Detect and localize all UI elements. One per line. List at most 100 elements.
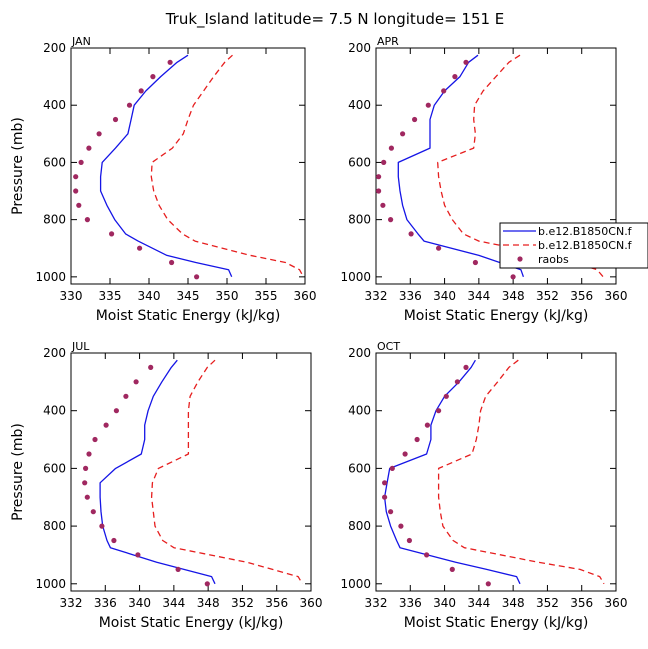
raobs-point <box>86 451 92 457</box>
x-tick-label: 360 <box>300 596 323 610</box>
raobs-point <box>73 188 79 194</box>
raobs-point <box>113 408 119 414</box>
x-tick-label: 360 <box>605 596 628 610</box>
raobs-point <box>169 259 175 266</box>
raobs-point <box>388 145 394 151</box>
x-tick-label: 340 <box>433 289 456 303</box>
raobs-point <box>111 537 117 544</box>
y-tick-label: 800 <box>348 519 371 533</box>
raobs-point <box>99 523 105 529</box>
x-axis-label: Moist Static Energy (kJ/kg) <box>96 308 281 324</box>
y-tick-label: 1000 <box>35 270 66 284</box>
y-tick-label: 400 <box>43 404 66 418</box>
raobs-point <box>424 552 430 558</box>
x-tick-label: 332 <box>365 289 388 303</box>
y-tick-label: 400 <box>348 98 371 112</box>
raobs-point <box>452 74 458 80</box>
x-tick-label: 352 <box>536 289 559 303</box>
series-group <box>82 359 303 587</box>
x-tick-label: 344 <box>467 596 490 610</box>
series-line-solid <box>99 359 216 585</box>
series-line-dashed <box>150 54 304 278</box>
legend-label: raobs <box>538 253 569 266</box>
x-tick-label: 355 <box>255 289 278 303</box>
raobs-point <box>382 480 388 486</box>
y-tick-label: 400 <box>348 404 371 418</box>
raobs-point <box>463 59 469 65</box>
raobs-point <box>376 174 382 180</box>
raobs-point <box>83 465 89 471</box>
x-tick-label: 340 <box>138 289 161 303</box>
raobs-point <box>472 259 478 266</box>
raobs-point <box>194 274 200 280</box>
raobs-point <box>424 422 430 428</box>
raobs-point <box>86 145 92 151</box>
panel-title: JAN <box>71 35 91 48</box>
raobs-point <box>425 102 431 108</box>
raobs-point <box>112 116 119 123</box>
y-tick-label: 600 <box>43 155 66 169</box>
x-tick-label: 356 <box>570 596 593 610</box>
raobs-point <box>382 494 388 500</box>
raobs-point <box>78 159 84 165</box>
raobs-point <box>412 116 418 123</box>
y-tick-label: 400 <box>43 98 66 112</box>
raobs-point <box>408 231 414 237</box>
x-tick-label: 345 <box>177 289 200 303</box>
raobs-point <box>90 509 96 515</box>
raobs-point <box>167 59 173 65</box>
raobs-point <box>389 465 395 471</box>
x-tick-label: 348 <box>197 596 220 610</box>
raobs-point <box>414 436 420 443</box>
y-tick-label: 1000 <box>35 577 66 591</box>
y-tick-label: 800 <box>43 519 66 533</box>
series-group <box>73 54 304 280</box>
x-tick-label: 352 <box>231 596 254 610</box>
series-line-dashed <box>437 359 605 585</box>
x-axis-label: Moist Static Energy (kJ/kg) <box>404 308 589 324</box>
raobs-point <box>400 131 406 137</box>
x-tick-label: 348 <box>502 596 525 610</box>
x-tick-label: 360 <box>294 289 317 303</box>
x-tick-label: 340 <box>128 596 151 610</box>
x-tick-label: 352 <box>536 596 559 610</box>
x-tick-label: 336 <box>399 289 422 303</box>
raobs-point <box>454 379 460 385</box>
raobs-point <box>84 217 90 223</box>
x-tick-label: 332 <box>60 596 83 610</box>
figure-title: Truk_Island latitude= 7.5 N longitude= 1… <box>165 10 505 29</box>
legend-label: b.e12.B1850CN.f <box>538 225 633 238</box>
x-tick-label: 336 <box>399 596 422 610</box>
x-tick-label: 344 <box>162 596 185 610</box>
raobs-point <box>443 393 449 399</box>
raobs-point <box>137 245 143 251</box>
y-tick-label: 1000 <box>340 270 371 284</box>
raobs-point <box>175 566 181 573</box>
raobs-point <box>84 494 90 500</box>
raobs-point <box>436 408 442 414</box>
raobs-point <box>148 364 154 370</box>
raobs-point <box>138 88 144 94</box>
plot-frame <box>70 47 306 285</box>
raobs-point <box>92 436 98 443</box>
y-tick-label: 800 <box>348 213 371 227</box>
x-tick-label: 330 <box>60 289 83 303</box>
raobs-point <box>126 102 133 108</box>
y-tick-label: 200 <box>43 41 66 55</box>
raobs-point <box>402 451 408 457</box>
panels: 330 335 340 345 350 355 360 200 400 600 800 1000 JAN… <box>10 35 648 631</box>
y-tick-label: 600 <box>43 461 66 475</box>
chart-panel-apr: 332 336 340 344 348 352 356 360 200 400 600 800 1000… <box>340 35 648 324</box>
raobs-point <box>109 231 115 237</box>
raobs-point <box>449 566 455 573</box>
y-tick-label: 200 <box>348 346 371 360</box>
x-tick-label: 356 <box>265 596 288 610</box>
chart-panel-oct: 332 336 340 344 348 352 356 360 200 400 600 800 1000… <box>340 340 627 631</box>
raobs-point <box>135 552 141 558</box>
x-tick-label: 348 <box>502 289 525 303</box>
chart-panel-jul: 332 336 340 344 348 352 356 360 200 400 600 800 1000… <box>10 340 322 631</box>
raobs-point <box>150 74 156 80</box>
x-tick-label: 350 <box>216 289 239 303</box>
